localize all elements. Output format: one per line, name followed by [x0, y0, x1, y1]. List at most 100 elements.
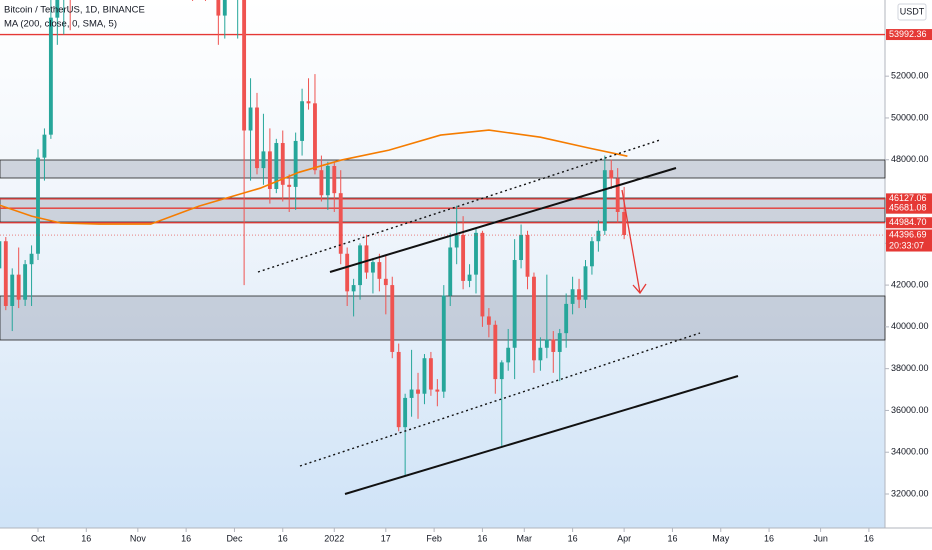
candle-body — [55, 0, 60, 18]
candle-body — [519, 234, 524, 261]
candle-body — [461, 234, 466, 281]
y-tick-label: 50000.00 — [891, 112, 929, 122]
x-tick-label: Oct — [31, 533, 46, 543]
x-tick-label: 16 — [81, 533, 91, 543]
y-tick-label: 42000.00 — [891, 279, 929, 289]
x-tick-label: 16 — [181, 533, 191, 543]
x-tick-label: 16 — [764, 533, 774, 543]
y-tick-label: 32000.00 — [891, 488, 929, 498]
x-tick-label: Nov — [130, 533, 147, 543]
candle-body — [293, 140, 298, 187]
x-tick-label: 16 — [667, 533, 677, 543]
candle-body — [242, 0, 247, 131]
zone — [0, 159, 886, 179]
candle-body — [345, 253, 350, 292]
y-tick-label: 36000.00 — [891, 405, 929, 415]
y-tick-label: 48000.00 — [891, 154, 929, 164]
arrow-head — [632, 283, 647, 295]
currency-box[interactable] — [897, 3, 927, 21]
price-tag-label: 44984.70 — [889, 217, 927, 227]
candle-body — [377, 262, 382, 279]
price-tag-label: 44396.69 — [889, 229, 927, 239]
candle-body — [532, 276, 536, 361]
candle-body — [403, 397, 408, 428]
candle-body — [512, 260, 517, 348]
candle-body — [551, 339, 556, 352]
x-tick-label: Mar — [517, 533, 533, 543]
candle-body — [351, 285, 356, 292]
candle-body — [332, 166, 337, 194]
y-tick-label: 40000.00 — [891, 321, 929, 331]
candle-body — [255, 107, 259, 169]
arrow — [621, 189, 641, 294]
price-tag — [886, 229, 932, 252]
trend-line — [299, 332, 701, 467]
candle-body — [280, 143, 285, 185]
candle-body — [422, 358, 427, 394]
trend-line — [329, 167, 677, 273]
candle-body — [441, 295, 446, 392]
candle-body — [474, 232, 478, 275]
candle-body — [383, 278, 388, 286]
candle-body — [467, 274, 472, 281]
candle-body — [609, 170, 614, 179]
x-tick-label: Jun — [813, 533, 828, 543]
x-tick-label: 16 — [477, 533, 487, 543]
candle-body — [325, 166, 330, 196]
candle-body — [506, 347, 511, 363]
y-tick-label: 34000.00 — [891, 447, 929, 457]
x-tick-label: 17 — [381, 533, 391, 543]
candle-body — [0, 241, 2, 269]
price-tag — [886, 217, 932, 229]
x-tick-label: Feb — [426, 533, 442, 543]
candle-body — [267, 151, 272, 189]
candle-body — [557, 333, 562, 352]
zone — [0, 197, 886, 223]
candle-body — [428, 358, 433, 390]
plot — [0, 0, 885, 476]
candle-body — [480, 232, 485, 317]
candle-body — [615, 178, 620, 212]
x-tick-label: May — [712, 533, 730, 543]
candle-body — [364, 245, 369, 273]
price-axis — [885, 0, 932, 550]
x-tick-label: 16 — [568, 533, 578, 543]
candle-body — [306, 101, 311, 104]
candle-body — [300, 101, 305, 141]
candle-body — [287, 184, 292, 187]
price-tag-label: 45681.08 — [889, 203, 927, 213]
candle-body — [390, 285, 395, 352]
candle-body — [261, 151, 266, 169]
candle-body — [538, 347, 543, 361]
candle-body — [319, 170, 324, 196]
x-tick-label: 2022 — [324, 533, 344, 543]
drawings — [257, 139, 739, 495]
candle-body — [42, 134, 47, 158]
price-tag — [886, 202, 932, 214]
trend-line — [257, 139, 661, 273]
x-tick-label: Apr — [617, 533, 631, 543]
candle-body — [338, 193, 343, 254]
candle-body — [3, 241, 8, 306]
candle-body — [454, 234, 459, 248]
candle-body — [499, 362, 504, 380]
candle-body — [602, 170, 607, 231]
candle-body — [590, 241, 594, 267]
candle-body — [577, 289, 581, 300]
price-tag — [886, 193, 932, 205]
y-tick-label: 38000.00 — [891, 363, 929, 373]
chart-title: Bitcoin / TetherUS, 1D, BINANCE — [4, 5, 145, 16]
candle-body — [493, 324, 498, 380]
candle-body — [435, 389, 440, 392]
candle-body — [23, 264, 28, 300]
candle-body — [486, 316, 491, 325]
moving-average — [0, 129, 628, 225]
candle-body — [371, 262, 375, 273]
candle-body — [396, 351, 401, 428]
x-tick-label: 16 — [864, 533, 874, 543]
countdown: 20:33:07 — [889, 240, 924, 250]
candle-body — [48, 17, 53, 135]
x-tick-label: Dec — [226, 533, 243, 543]
price-tag-label: 53992.36 — [889, 29, 927, 39]
